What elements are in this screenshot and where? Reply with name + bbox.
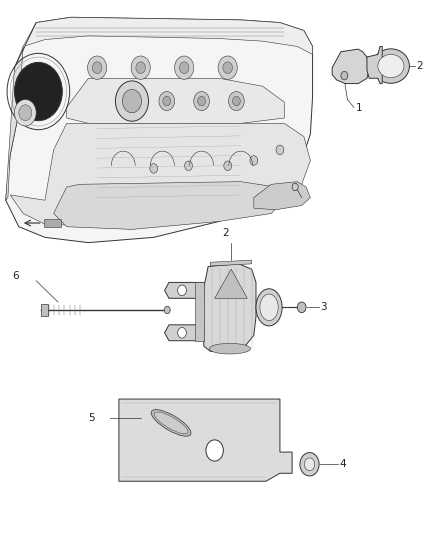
Polygon shape bbox=[165, 282, 204, 298]
Text: 5: 5 bbox=[88, 413, 95, 423]
Circle shape bbox=[178, 285, 186, 296]
Circle shape bbox=[180, 62, 189, 74]
Circle shape bbox=[223, 62, 233, 74]
Polygon shape bbox=[41, 304, 48, 317]
Circle shape bbox=[178, 327, 186, 338]
Circle shape bbox=[341, 71, 348, 80]
Text: 2: 2 bbox=[416, 61, 423, 71]
Circle shape bbox=[250, 156, 258, 165]
Polygon shape bbox=[14, 17, 313, 68]
Ellipse shape bbox=[151, 409, 191, 436]
Ellipse shape bbox=[256, 289, 282, 326]
Circle shape bbox=[218, 56, 237, 79]
Polygon shape bbox=[6, 22, 36, 200]
Polygon shape bbox=[195, 282, 204, 341]
Circle shape bbox=[19, 105, 32, 120]
Polygon shape bbox=[165, 325, 204, 341]
Circle shape bbox=[206, 440, 223, 461]
Ellipse shape bbox=[372, 49, 410, 83]
Circle shape bbox=[292, 183, 298, 191]
Circle shape bbox=[194, 92, 209, 111]
Polygon shape bbox=[215, 269, 247, 298]
Polygon shape bbox=[367, 46, 382, 84]
Text: 4: 4 bbox=[339, 459, 346, 469]
Polygon shape bbox=[210, 260, 252, 266]
Circle shape bbox=[150, 164, 158, 173]
Circle shape bbox=[159, 92, 175, 111]
Polygon shape bbox=[254, 182, 311, 210]
Circle shape bbox=[224, 161, 232, 171]
Circle shape bbox=[175, 56, 194, 79]
Polygon shape bbox=[204, 264, 256, 351]
Circle shape bbox=[163, 96, 171, 106]
Text: 1: 1 bbox=[356, 103, 362, 114]
Polygon shape bbox=[44, 219, 61, 227]
Polygon shape bbox=[67, 78, 284, 123]
Polygon shape bbox=[119, 399, 292, 481]
Ellipse shape bbox=[297, 302, 306, 313]
Circle shape bbox=[131, 56, 150, 79]
Polygon shape bbox=[6, 17, 313, 243]
Circle shape bbox=[233, 96, 240, 106]
Circle shape bbox=[229, 92, 244, 111]
Polygon shape bbox=[10, 123, 311, 227]
Circle shape bbox=[88, 56, 107, 79]
Circle shape bbox=[164, 306, 170, 314]
Circle shape bbox=[14, 62, 62, 120]
Ellipse shape bbox=[209, 343, 251, 354]
Ellipse shape bbox=[260, 294, 278, 320]
Ellipse shape bbox=[378, 54, 404, 78]
Text: 3: 3 bbox=[321, 302, 327, 312]
Polygon shape bbox=[53, 182, 289, 229]
Polygon shape bbox=[332, 49, 369, 84]
Circle shape bbox=[122, 90, 141, 113]
Circle shape bbox=[185, 161, 192, 171]
Circle shape bbox=[276, 145, 284, 155]
Circle shape bbox=[116, 81, 148, 121]
Circle shape bbox=[136, 62, 145, 74]
Ellipse shape bbox=[154, 412, 188, 434]
Text: 2: 2 bbox=[222, 229, 229, 238]
Circle shape bbox=[300, 453, 319, 476]
Text: 6: 6 bbox=[12, 271, 19, 280]
Circle shape bbox=[92, 62, 102, 74]
Circle shape bbox=[14, 100, 36, 126]
Circle shape bbox=[304, 458, 315, 471]
Circle shape bbox=[198, 96, 205, 106]
